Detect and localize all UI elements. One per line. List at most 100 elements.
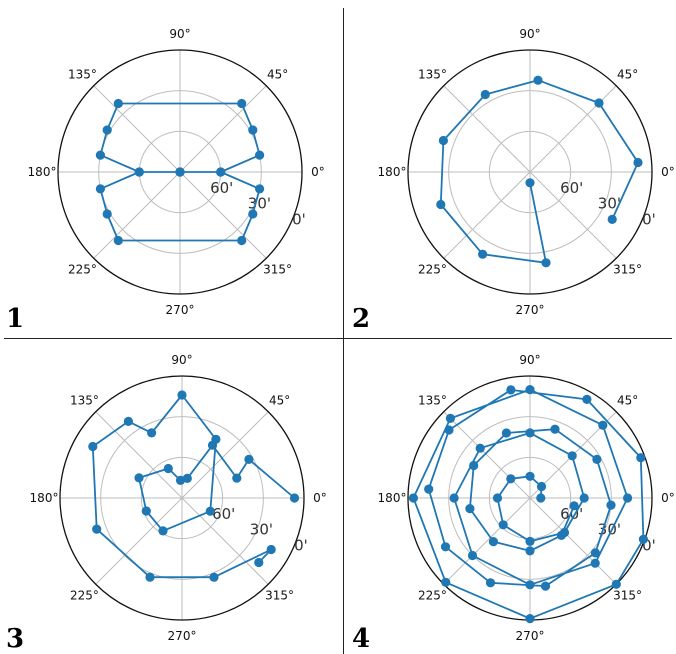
polar-frame (57, 49, 303, 295)
angular-grid-line (95, 411, 183, 499)
polar-chart-1: 0°45°90°135°180°225°270°315°0'30'60' (28, 27, 325, 317)
data-point (590, 548, 600, 558)
data-point (480, 89, 490, 100)
angular-grid-line (179, 171, 267, 259)
data-point (289, 493, 300, 503)
angle-tick-label: 225° (418, 589, 447, 603)
data-point (541, 258, 551, 268)
data-point (540, 581, 551, 591)
data-point (440, 542, 451, 552)
radial-tick-label: 0' (642, 210, 656, 228)
radial-tick-label: 60' (210, 179, 233, 197)
data-point (611, 579, 621, 589)
angular-grid-line (443, 411, 531, 499)
data-point (102, 209, 112, 219)
angular-grid-line (93, 171, 181, 259)
data-point (623, 493, 633, 503)
data-point (475, 443, 485, 453)
data-point (424, 484, 434, 494)
data-point (525, 580, 535, 590)
angle-tick-label: 180° (28, 165, 57, 179)
data-point (536, 481, 547, 492)
data-point (492, 493, 503, 503)
data-point (244, 454, 254, 464)
angular-grid-line (95, 497, 183, 585)
data-point (237, 98, 247, 109)
angular-grid-line (529, 85, 617, 173)
data-point (134, 473, 144, 483)
angle-tick-label: 135° (68, 67, 97, 81)
data-point (436, 199, 446, 210)
series-line (412, 388, 645, 620)
data-point (567, 451, 577, 461)
polar-frame (59, 375, 305, 621)
data-point (237, 235, 247, 246)
data-point (506, 474, 516, 484)
angle-tick-label: 135° (418, 67, 447, 81)
data-point (465, 504, 475, 514)
data-point (441, 577, 451, 587)
data-point (536, 493, 546, 503)
data-point (255, 150, 265, 160)
angular-grid-line (529, 497, 617, 585)
data-point (638, 534, 648, 544)
angle-tick-label: 225° (418, 263, 447, 277)
angle-tick-label: 270° (516, 629, 545, 643)
series-line (439, 79, 639, 264)
angle-tick-label: 45° (617, 67, 638, 81)
angle-tick-label: 135° (418, 393, 447, 407)
data-point (232, 473, 242, 483)
data-point (590, 558, 600, 568)
angle-tick-label: 0° (311, 165, 325, 179)
data-point (163, 463, 173, 474)
data-point (177, 390, 187, 400)
angle-tick-label: 180° (378, 491, 407, 505)
data-point (255, 184, 265, 194)
angle-tick-label: 315° (265, 589, 294, 603)
data-point (525, 428, 535, 438)
data-point (438, 135, 448, 146)
data-point (102, 125, 112, 135)
data-point (592, 454, 602, 464)
data-point (498, 520, 508, 530)
angle-tick-label: 225° (68, 263, 97, 277)
panel-number-2: 2 (352, 304, 371, 334)
data-point (209, 572, 219, 582)
angle-tick-label: 0° (661, 491, 675, 505)
data-point (408, 493, 418, 503)
data-point (533, 75, 543, 85)
angle-tick-label: 45° (267, 67, 288, 81)
radial-tick-label: 0' (292, 210, 306, 228)
data-point (525, 471, 535, 481)
data-point (525, 536, 535, 546)
data-point (594, 98, 604, 108)
data-point (248, 125, 258, 135)
data-point (205, 506, 215, 516)
angle-tick-label: 0° (313, 491, 327, 505)
data-point (445, 413, 455, 423)
angle-tick-label: 45° (269, 393, 290, 407)
angle-tick-label: 90° (171, 353, 192, 367)
data-point (113, 235, 123, 246)
data-point (525, 546, 535, 556)
data-point (444, 425, 454, 435)
angular-grid-line (529, 171, 617, 259)
data-point (123, 416, 133, 426)
angle-tick-label: 270° (516, 303, 545, 317)
data-point (488, 537, 498, 547)
data-point (467, 550, 478, 561)
angle-tick-label: 135° (70, 393, 99, 407)
angular-grid-line (179, 85, 267, 173)
data-point (158, 526, 168, 536)
data-point (88, 441, 98, 452)
data-point (556, 530, 566, 540)
angular-grid-line (443, 85, 531, 173)
vertical-divider (343, 8, 344, 654)
data-point (636, 453, 646, 463)
data-point (449, 493, 459, 503)
data-point (485, 578, 496, 588)
data-point (175, 167, 185, 177)
panel-number-4: 4 (352, 624, 371, 654)
horizontal-divider (4, 338, 672, 339)
angular-grid-line (181, 411, 269, 499)
